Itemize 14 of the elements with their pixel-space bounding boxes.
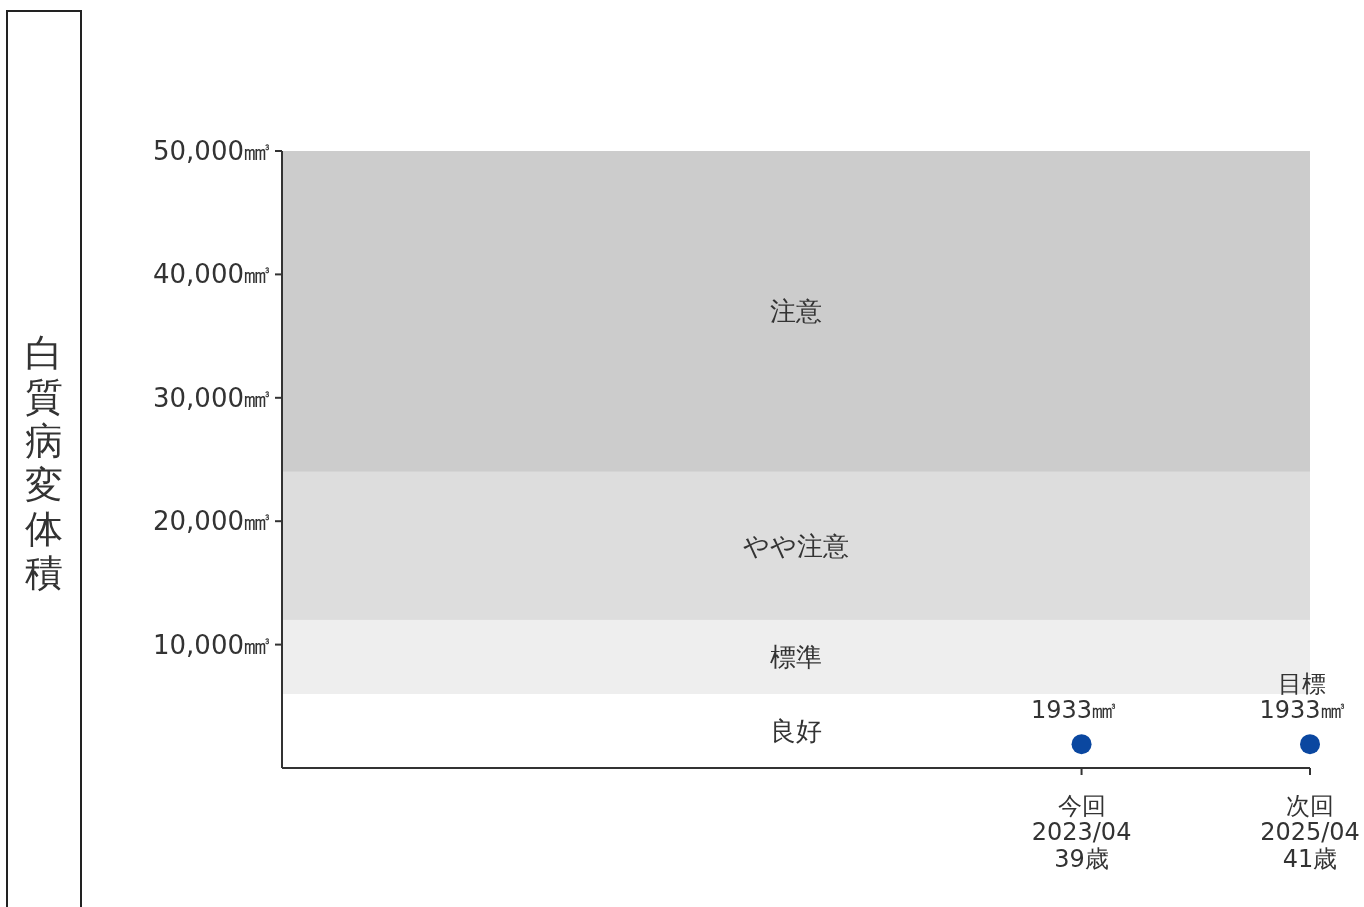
y-tick-label: 10,000㎣ (153, 629, 270, 660)
y-tick-label: 50,000㎣ (153, 136, 270, 166)
data-label: 目標 1933㎣ (1259, 669, 1345, 725)
band-label: 標準 (770, 641, 822, 672)
x-tick-label: 次回 2025/04 41歳 (1260, 792, 1360, 873)
y-tick-label: 20,000㎣ (153, 506, 270, 537)
x-tick-label: 今回 2023/04 39歳 (1031, 792, 1132, 873)
band-label: 注意 (770, 296, 822, 327)
band-label: やや注意 (743, 530, 849, 561)
y-tick-label: 30,000㎣ (153, 382, 270, 413)
y-tick-label: 40,000㎣ (153, 259, 270, 290)
y-axis-title: 白質病変体積 (25, 331, 63, 595)
annotation: 良好 (770, 715, 822, 746)
data-label: 1933㎣ (1031, 696, 1117, 725)
